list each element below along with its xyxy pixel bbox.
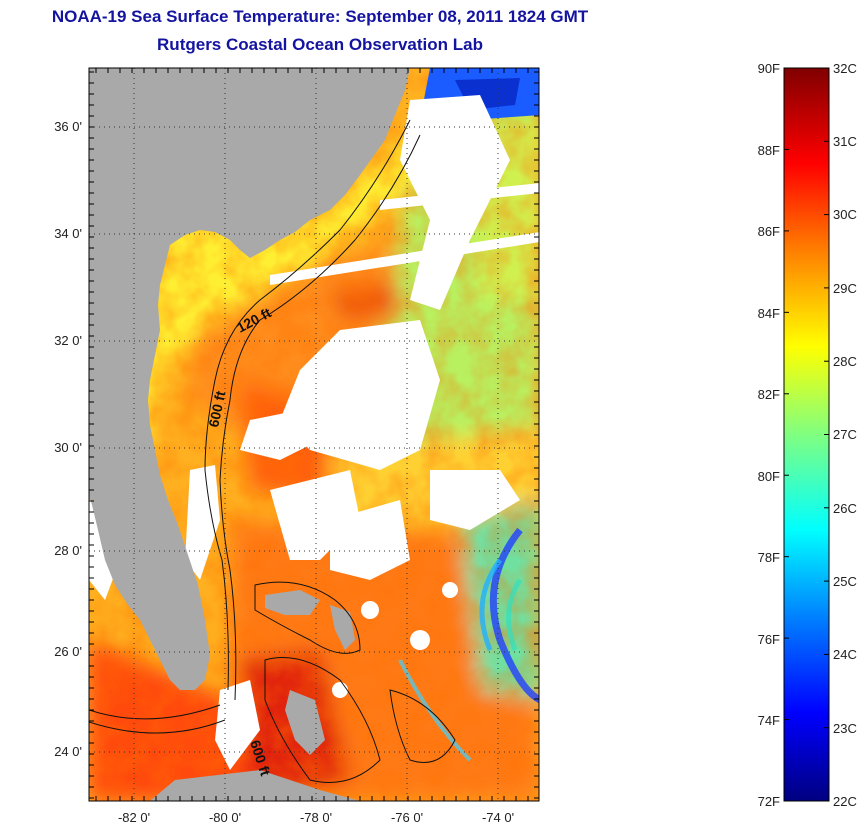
cb-f-label: 90F [758, 61, 780, 76]
cb-f-label: 88F [758, 143, 780, 158]
cb-c-label: 24C [833, 647, 857, 662]
cold-filament [489, 527, 539, 704]
lat-label-32: 32 0' [54, 333, 82, 348]
lat-label-26: 26 0' [54, 644, 82, 659]
colorbar-ticks [784, 67, 829, 802]
contour-label-600ft: 600 ft [205, 389, 228, 428]
cb-f-label: 72F [758, 794, 780, 809]
swath-gap [270, 232, 539, 285]
bathymetry-contours [89, 119, 456, 783]
cb-c-label: 22C [833, 794, 857, 809]
cb-f-label: 78F [758, 550, 780, 565]
cb-f-label: 84F [758, 306, 780, 321]
land-andros [285, 690, 325, 755]
chart-subtitle: Rutgers Coastal Ocean Observation Lab [157, 35, 483, 54]
cb-c-label: 26C [833, 501, 857, 516]
cb-c-label: 23C [833, 721, 857, 736]
cb-f-label: 82F [758, 387, 780, 402]
cb-c-label: 32C [833, 61, 857, 76]
land-abaco [330, 605, 355, 650]
lat-label-36: 36 0' [54, 119, 82, 134]
cb-c-label: 29C [833, 281, 857, 296]
lon-label-78: -78 0' [300, 810, 332, 825]
cb-c-label: 30C [833, 207, 857, 222]
cb-c-label: 31C [833, 134, 857, 149]
cb-f-label: 76F [758, 632, 780, 647]
lat-label-28: 28 0' [54, 543, 82, 558]
colorbar [783, 67, 830, 802]
cb-c-label: 25C [833, 574, 857, 589]
no-data-clouds [89, 95, 520, 770]
lon-label-82: -82 0' [118, 810, 150, 825]
graticule [89, 68, 539, 801]
cb-f-label: 74F [758, 713, 780, 728]
lat-label-30: 30 0' [54, 440, 82, 455]
tick-marks [89, 68, 539, 801]
lat-label-24: 24 0' [54, 744, 82, 759]
land-cuba-edge [150, 770, 360, 801]
swath-gap-2 [380, 183, 539, 210]
cb-f-label: 80F [758, 469, 780, 484]
colorbar-fahrenheit-labels: 90F 88F 86F 84F 82F 80F 78F 76F 74F 72F [758, 61, 780, 809]
cb-f-label: 86F [758, 224, 780, 239]
cb-c-label: 27C [833, 427, 857, 442]
lon-label-74: -74 0' [482, 810, 514, 825]
lon-axis-labels: -82 0' -80 0' -78 0' -76 0' -74 0' [118, 810, 514, 825]
lon-label-80: -80 0' [209, 810, 241, 825]
land-us-southeast [89, 68, 410, 690]
cb-c-label: 28C [833, 354, 857, 369]
chart-title: NOAA-19 Sea Surface Temperature: Septemb… [51, 7, 589, 26]
colorbar-celsius-labels: 32C 31C 30C 29C 28C 27C 26C 25C 24C 23C … [833, 61, 857, 809]
lat-label-34: 34 0' [54, 226, 82, 241]
lat-axis-labels: 36 0' 34 0' 32 0' 30 0' 28 0' 26 0' 24 0… [54, 119, 82, 759]
land-grand-bahama [265, 590, 320, 615]
lon-label-76: -76 0' [391, 810, 423, 825]
